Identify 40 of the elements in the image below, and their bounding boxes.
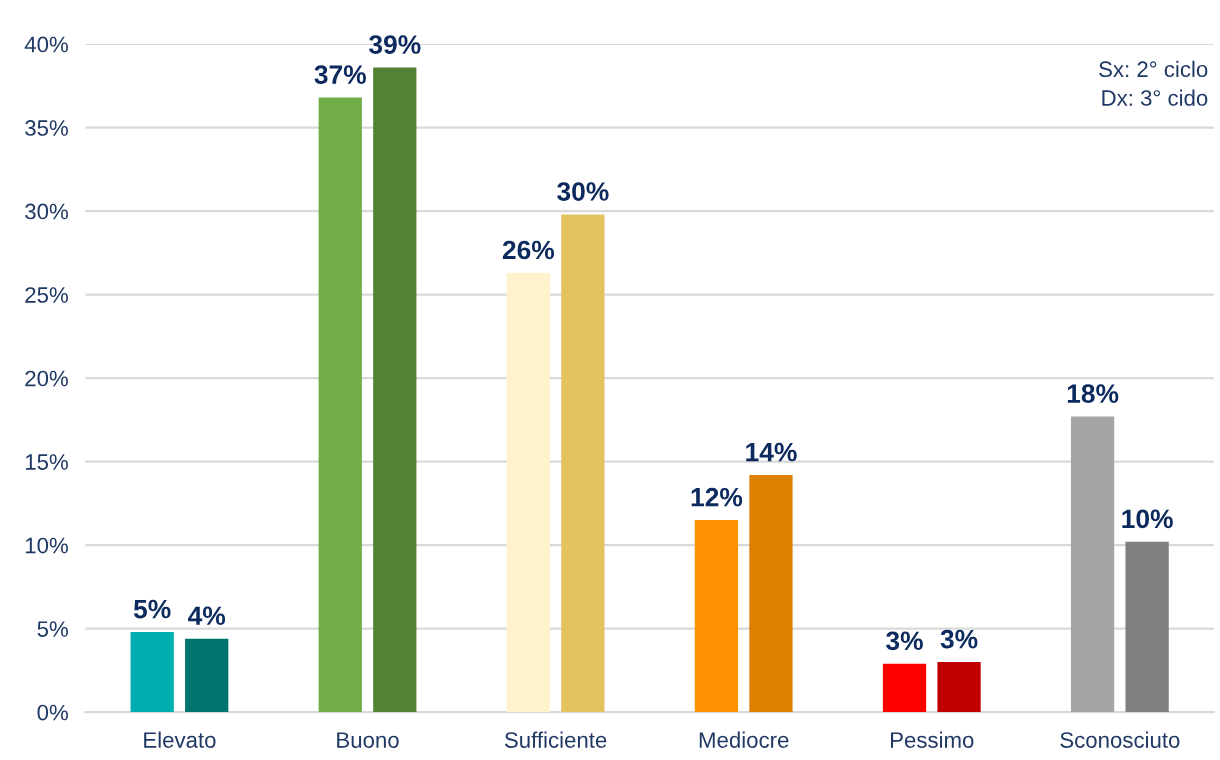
x-tick-label: Pessimo bbox=[890, 731, 974, 748]
bar bbox=[749, 474, 793, 713]
y-tick-label: 10% bbox=[25, 537, 68, 554]
y-tick-label: 35% bbox=[25, 120, 68, 136]
data-label: 4% bbox=[188, 606, 226, 626]
bar bbox=[694, 520, 739, 713]
y-tick-label: 30% bbox=[25, 203, 68, 220]
bar bbox=[937, 662, 981, 713]
annotation: Sx: 2° ciclo Dx: 3° cido bbox=[1099, 60, 1208, 106]
data-label: 5% bbox=[133, 599, 171, 619]
y-tick-label: 25% bbox=[25, 287, 68, 303]
data-label: 26% bbox=[502, 240, 555, 260]
data-label: 39% bbox=[369, 35, 421, 54]
data-label: 37% bbox=[314, 65, 366, 85]
y-tick-label: 20% bbox=[25, 370, 68, 387]
bar bbox=[318, 97, 362, 713]
y-tick-label: 40% bbox=[24, 36, 68, 53]
bar bbox=[185, 638, 229, 713]
data-label: 3% bbox=[886, 631, 923, 651]
y-tick-label: 15% bbox=[25, 454, 68, 470]
data-label: 30% bbox=[557, 182, 609, 201]
bar bbox=[1070, 416, 1115, 713]
x-tick-label: Sconosciuto bbox=[1060, 731, 1180, 748]
bar bbox=[561, 214, 605, 713]
x-tick-label: Mediocre bbox=[699, 731, 789, 748]
bar bbox=[130, 631, 174, 713]
x-tick-label: Elevato bbox=[144, 731, 216, 748]
y-tick-label: 5% bbox=[37, 621, 68, 637]
data-label: 3% bbox=[940, 629, 978, 649]
x-tick-label: Buono bbox=[337, 732, 399, 748]
x-tick-label: Sufficiente bbox=[504, 731, 607, 748]
data-label: 12% bbox=[691, 487, 743, 507]
data-label: 14% bbox=[746, 442, 797, 462]
bar bbox=[1125, 541, 1169, 713]
bar bbox=[882, 663, 927, 713]
data-label: 18% bbox=[1067, 384, 1119, 403]
bar bbox=[506, 272, 550, 713]
data-label: 10% bbox=[1122, 509, 1173, 529]
y-tick-label: 0% bbox=[37, 704, 68, 721]
bar bbox=[373, 67, 417, 713]
